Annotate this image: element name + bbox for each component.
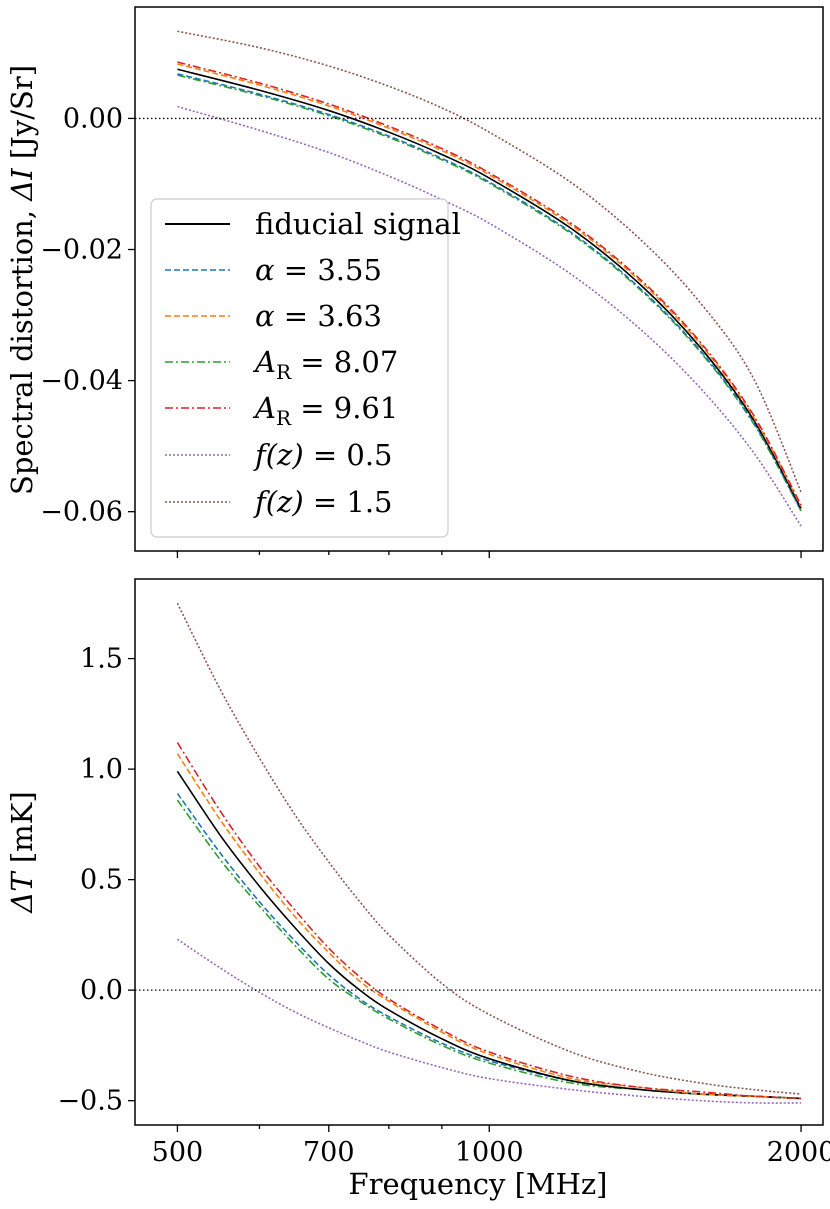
top-ylabel-unit: [Jy/Sr] <box>5 65 39 168</box>
top-series-group <box>177 30 802 527</box>
top-series-fz_15 <box>177 30 802 493</box>
bottom-panel: 1.51.00.50.0−0.5 500 700 1000 2000 ΔT [mK] … <box>5 578 830 1201</box>
legend: fiducial signal α = 3.55 α = 3.63 AR = 8.07… <box>150 198 461 538</box>
top-ytick-label: −0.04 <box>40 366 123 397</box>
bottom-y-axis-label: ΔT [mK] <box>5 791 39 913</box>
bottom-y-ticks: 1.5 1.0 0.5 0.0 −0.5 <box>57 644 135 1117</box>
bottom-ylabel-unit: [mK] <box>5 791 39 872</box>
bot-series-ar_807 <box>176 799 802 1100</box>
legend-box <box>150 198 449 538</box>
top-plot-frame <box>134 6 824 552</box>
bot-xtick-label: 2000 <box>767 1137 830 1168</box>
bot-series-fiducial <box>176 770 802 1100</box>
legend-label-ar_961: AR = 9.61 <box>252 391 398 430</box>
bottom-x-ticks: 500 700 1000 2000 <box>152 1125 830 1168</box>
top-series-ar_961 <box>177 61 802 506</box>
bot-series-alpha_363 <box>176 753 802 1100</box>
top-ylabel-symbol: ΔI <box>5 168 39 202</box>
bottom-ylabel-symbol: ΔT <box>5 870 39 914</box>
bot-series-fz_15 <box>176 602 802 1095</box>
bot-ytick-label: 0.5 <box>80 865 123 896</box>
bottom-series-group <box>176 602 802 1104</box>
top-ytick-label: −0.02 <box>40 235 123 266</box>
bot-series-fz_05 <box>176 938 802 1104</box>
legend-label-alpha_355: α = 3.55 <box>255 253 382 287</box>
top-ytick-label: −0.06 <box>40 497 123 528</box>
legend-label-alpha_363: α = 3.63 <box>255 299 382 333</box>
top-series-ar_807 <box>177 74 802 512</box>
bot-xtick-label: 700 <box>303 1137 355 1168</box>
top-y-axis-label: Spectral distortion, ΔI [Jy/Sr] <box>5 65 39 495</box>
legend-label-fz_15: f(z) = 1.5 <box>253 485 393 519</box>
bot-xtick-label: 500 <box>152 1137 204 1168</box>
legend-entries: fiducial signal α = 3.55 α = 3.63 AR = 8.07… <box>165 207 461 519</box>
legend-label-ar_807: AR = 8.07 <box>252 345 398 384</box>
top-ytick-label: 0.00 <box>63 103 123 134</box>
bot-series-ar_961 <box>176 742 802 1100</box>
top-x-ticks <box>176 551 802 558</box>
top-series-alpha_363 <box>177 63 802 507</box>
top-y-ticks: 0.00 −0.02 −0.04 −0.06 <box>40 103 135 528</box>
bot-ytick-label: 1.5 <box>80 644 123 675</box>
legend-label-fz_05: f(z) = 0.5 <box>253 438 393 472</box>
bot-ytick-label: 1.0 <box>80 754 123 785</box>
top-series-fiducial <box>177 68 802 509</box>
bottom-x-axis-label: Frequency [MHz] <box>349 1167 608 1201</box>
bot-xtick-label: 1000 <box>455 1137 524 1168</box>
top-series-fz_05 <box>177 105 802 527</box>
top-panel: 0.00 −0.02 −0.04 −0.06 Spectral distortion,… <box>5 6 824 558</box>
bot-ytick-label: 0.0 <box>80 975 123 1006</box>
bottom-plot-frame <box>134 578 824 1126</box>
bot-ytick-label: −0.5 <box>57 1086 123 1117</box>
legend-label-fiducial: fiducial signal <box>255 207 461 241</box>
top-ylabel-text: Spectral distortion, <box>5 201 39 495</box>
top-series-alpha_355 <box>177 73 802 511</box>
